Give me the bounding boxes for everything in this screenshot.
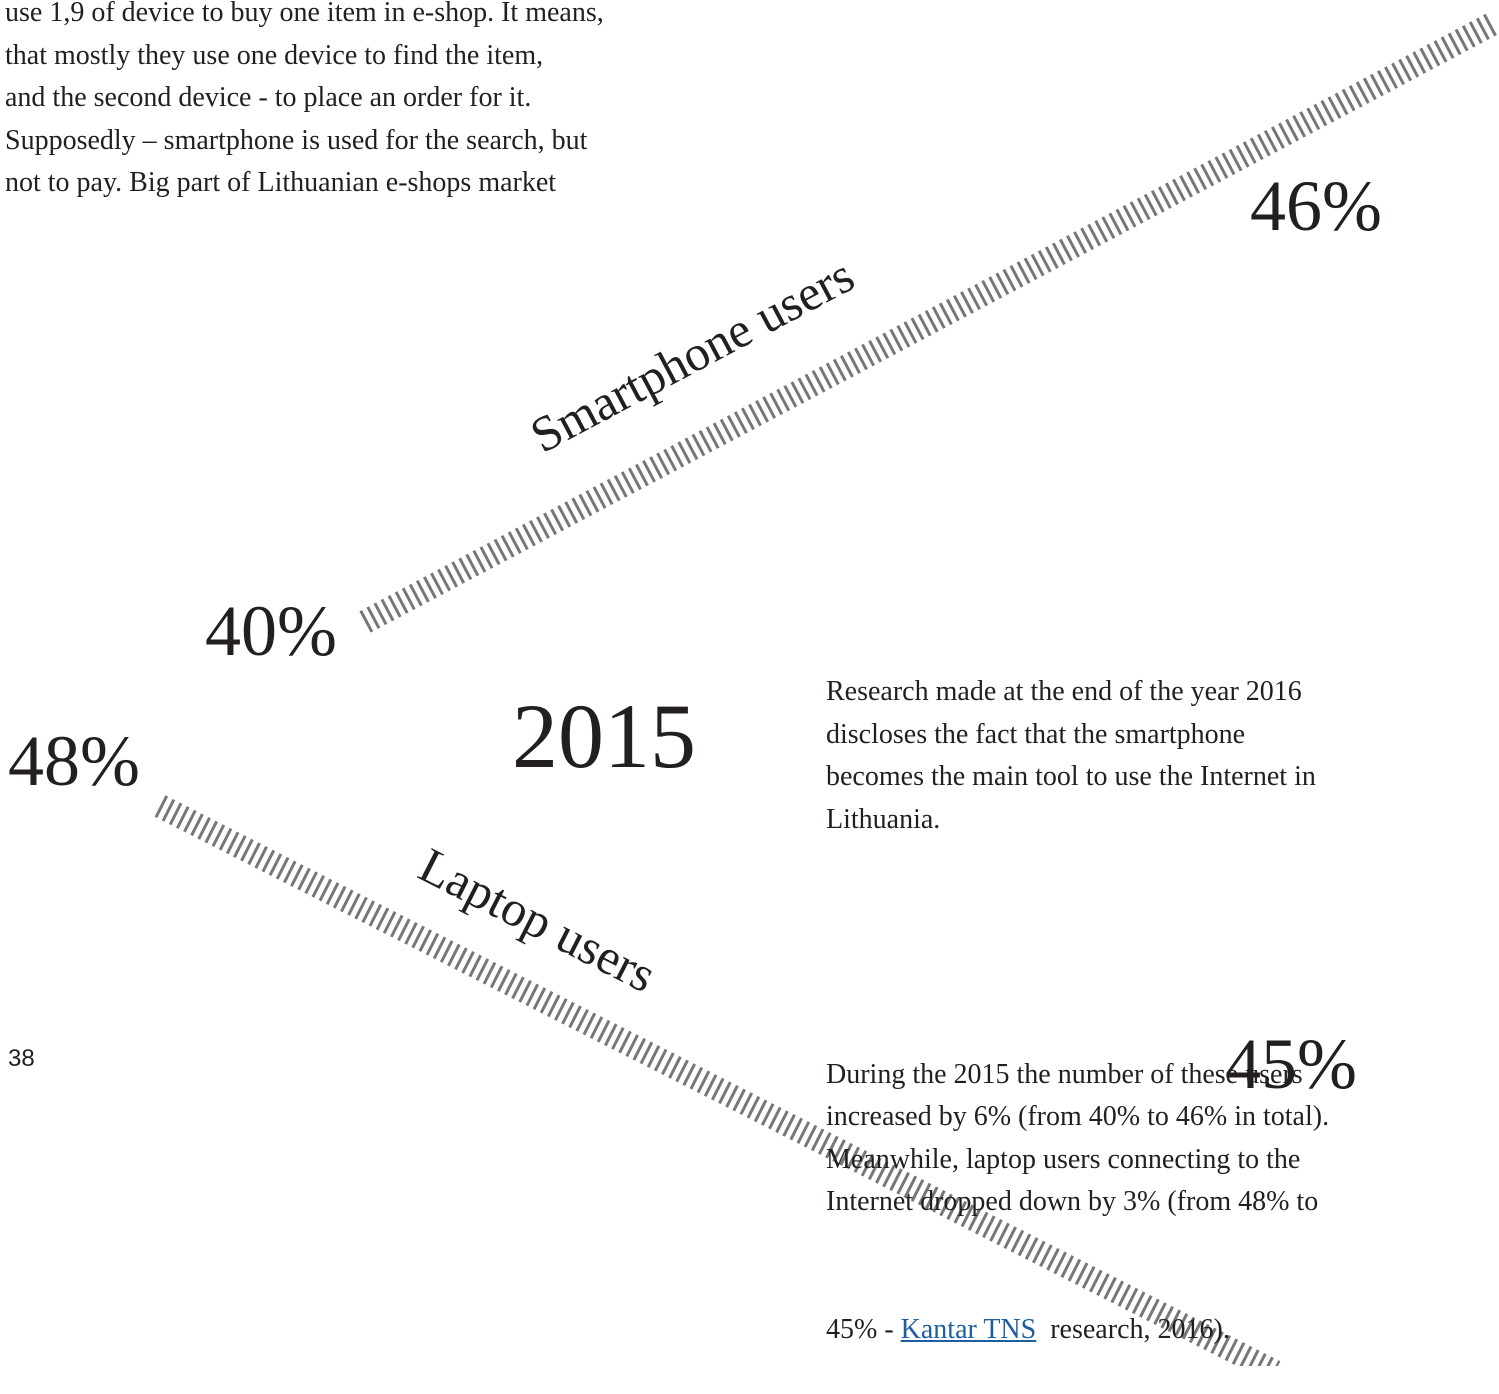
smartphone-start: 40% — [205, 591, 337, 671]
paragraph: During the 2015 the number of these user… — [826, 1054, 1329, 1224]
text-line: Meanwhile, laptop users connecting to th… — [826, 1143, 1301, 1175]
text: research, 2016). — [1036, 1313, 1230, 1345]
page: Smartphone users Laptop users 46% 40% 48… — [5, 0, 1498, 1366]
text-line: that mostly they use one device to find … — [5, 39, 544, 71]
text-line: not to pay. Big part of Lithuanian e-sho… — [5, 167, 557, 198]
page-number: 38 — [8, 1045, 35, 1072]
text-line: Internet dropped down by 3% (from 48% to — [826, 1186, 1319, 1217]
text: 45% - — [826, 1313, 901, 1345]
text-line: use 1,9 of device to buy one item in e-s… — [5, 0, 604, 28]
laptop-label: Laptop users — [411, 837, 665, 1004]
infographic: Smartphone users Laptop users 46% 40% 48… — [8, 13, 1498, 1366]
text-line: Supposedly – smartphone is used for the … — [5, 124, 588, 156]
text-line: increased by 6% (from 40% to 46% in tota… — [826, 1101, 1330, 1132]
laptop-start: 48% — [8, 721, 140, 801]
body-text: Research made at the end of the year 201… — [826, 586, 1329, 1394]
text-line: discloses the fact that the smartphone — [826, 718, 1246, 750]
text-line: becomes the main tool to use the Interne… — [826, 761, 1316, 792]
intro-text: use 1,9 of device to buy one item in e-s… — [5, 0, 604, 205]
smartphone-label: Smartphone users — [521, 246, 862, 463]
text-line: Lithuania. — [826, 803, 941, 835]
paragraph: Research made at the end of the year 201… — [826, 671, 1329, 841]
laptop-band — [154, 795, 1281, 1366]
spacer — [826, 926, 1329, 969]
link[interactable]: Kantar TNS — [900, 1313, 1037, 1345]
text-line: 45% - Kantar TNS research, 2016). — [826, 1309, 1329, 1352]
laptop-end: 45% — [1225, 1024, 1357, 1104]
text-line: Research made at the end of the year 201… — [826, 676, 1302, 707]
text-line: and the second device - to place an orde… — [5, 82, 532, 113]
smartphone-end: 46% — [1250, 166, 1382, 246]
year: 2015 — [512, 685, 696, 787]
text-line: During the 2015 the number of these user… — [826, 1058, 1303, 1090]
